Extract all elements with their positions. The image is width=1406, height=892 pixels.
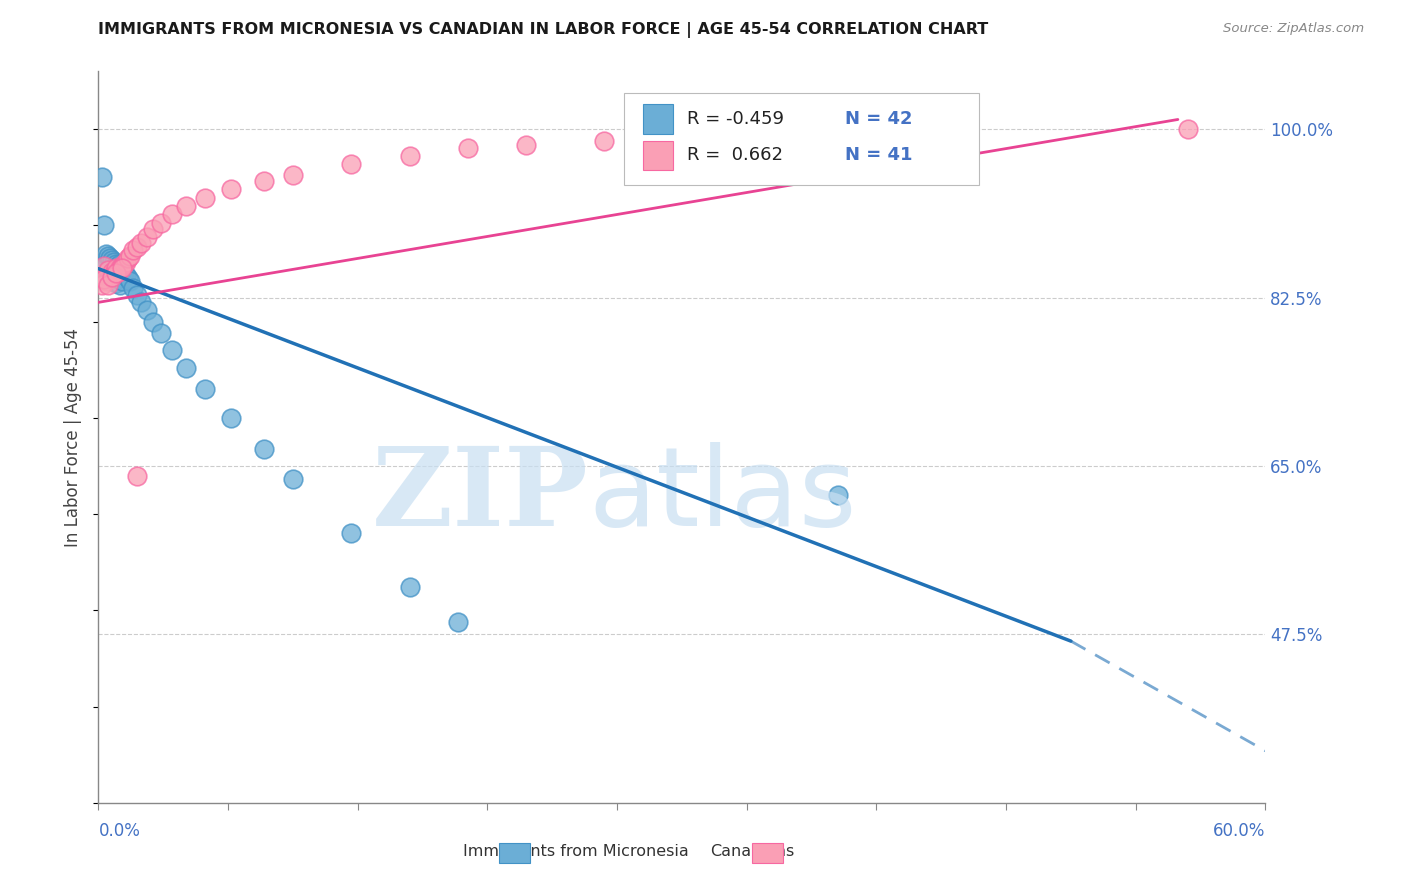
FancyBboxPatch shape — [624, 94, 980, 185]
Point — [101, 264, 124, 278]
Point — [340, 157, 363, 171]
Point — [98, 270, 121, 285]
Point — [127, 468, 149, 483]
Text: 0.0%: 0.0% — [98, 822, 141, 840]
Point — [447, 615, 470, 629]
Point — [118, 249, 141, 263]
Text: ZIP: ZIP — [371, 442, 589, 549]
Point — [93, 219, 115, 233]
Point — [111, 259, 134, 273]
Point — [253, 174, 276, 188]
Point — [149, 216, 172, 230]
Point — [108, 260, 131, 275]
Point — [174, 360, 197, 375]
Point — [129, 235, 152, 250]
Point — [281, 169, 304, 183]
Point — [111, 274, 134, 288]
Point — [111, 260, 134, 275]
Point — [98, 264, 121, 278]
Point — [117, 271, 139, 285]
Point — [97, 278, 120, 293]
Point — [112, 257, 135, 271]
Text: IMMIGRANTS FROM MICRONESIA VS CANADIAN IN LABOR FORCE | AGE 45-54 CORRELATION CH: IMMIGRANTS FROM MICRONESIA VS CANADIAN I… — [98, 22, 988, 38]
Point — [97, 249, 120, 263]
Point — [1177, 122, 1199, 136]
Text: N = 42: N = 42 — [845, 110, 912, 128]
Point — [827, 488, 849, 502]
Point — [219, 410, 242, 425]
Point — [142, 222, 165, 236]
Text: Canadians: Canadians — [710, 845, 794, 859]
Point — [101, 270, 124, 285]
Point — [93, 259, 115, 273]
Point — [108, 257, 131, 271]
Point — [96, 259, 118, 273]
Point — [162, 207, 184, 221]
Point — [97, 268, 120, 283]
Point — [104, 260, 127, 275]
Point — [194, 191, 217, 205]
Point — [101, 252, 124, 267]
Point — [93, 272, 115, 286]
Point — [398, 149, 420, 163]
Point — [91, 261, 114, 276]
Point — [142, 315, 165, 329]
Point — [96, 274, 118, 288]
Text: N = 41: N = 41 — [845, 146, 912, 164]
Point — [457, 141, 479, 155]
Point — [114, 255, 136, 269]
Point — [97, 262, 120, 277]
Point — [91, 278, 114, 293]
Text: R =  0.662: R = 0.662 — [686, 146, 783, 164]
Point — [340, 526, 363, 541]
Point — [127, 287, 149, 301]
Text: 60.0%: 60.0% — [1213, 822, 1265, 840]
Point — [127, 239, 149, 253]
FancyBboxPatch shape — [644, 141, 672, 170]
Point — [122, 281, 145, 295]
Point — [114, 268, 136, 283]
Point — [117, 251, 139, 265]
Text: Source: ZipAtlas.com: Source: ZipAtlas.com — [1223, 22, 1364, 36]
Point — [149, 326, 172, 340]
Point — [104, 276, 127, 290]
Point — [91, 268, 114, 283]
Point — [107, 272, 129, 286]
Point — [122, 244, 145, 258]
Point — [194, 382, 217, 396]
Point — [112, 267, 135, 281]
Point — [136, 230, 159, 244]
Point — [219, 182, 242, 196]
Point — [103, 267, 125, 281]
Point — [398, 580, 420, 594]
Text: Immigrants from Micronesia: Immigrants from Micronesia — [463, 845, 689, 859]
Point — [108, 278, 131, 293]
Point — [129, 295, 152, 310]
Point — [515, 137, 537, 152]
FancyBboxPatch shape — [644, 104, 672, 134]
Point — [118, 274, 141, 288]
Point — [93, 255, 115, 269]
Point — [253, 442, 276, 456]
Point — [103, 255, 125, 269]
Y-axis label: In Labor Force | Age 45-54: In Labor Force | Age 45-54 — [65, 327, 83, 547]
Point — [91, 170, 114, 185]
Point — [104, 257, 127, 271]
Point — [107, 264, 129, 278]
Point — [104, 267, 127, 281]
Point — [162, 343, 184, 358]
Text: atlas: atlas — [589, 442, 858, 549]
Point — [593, 134, 616, 148]
Point — [111, 260, 134, 275]
Point — [101, 270, 124, 285]
Point — [98, 251, 121, 265]
Point — [281, 472, 304, 486]
Text: R = -0.459: R = -0.459 — [686, 110, 783, 128]
Point — [174, 199, 197, 213]
Point — [96, 247, 118, 261]
Point — [136, 303, 159, 318]
Point — [690, 129, 713, 144]
Point — [107, 259, 129, 273]
Point — [103, 260, 125, 275]
